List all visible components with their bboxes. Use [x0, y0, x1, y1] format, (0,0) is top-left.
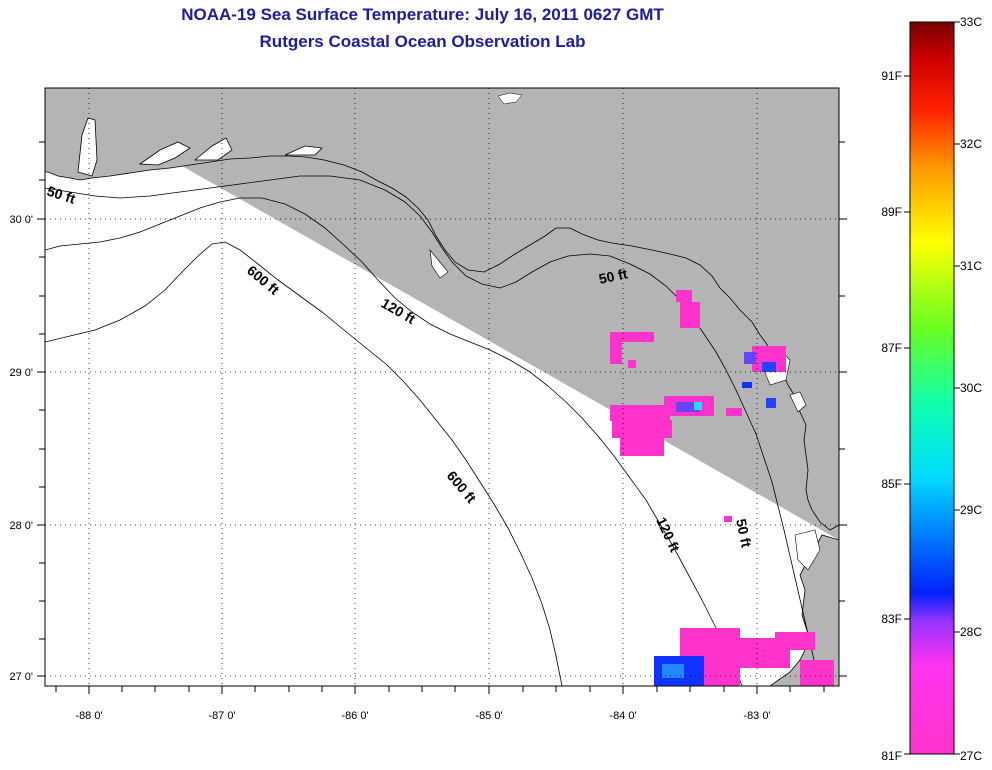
lat-axis-labels: 30 0' 29 0' 28 0' 27 0' [9, 214, 33, 683]
celsius-label: 30C [960, 381, 982, 395]
inland-lake [497, 92, 523, 105]
celsius-label: 27C [960, 749, 982, 763]
lon-axis-labels: -88 0' -87 0' -86 0' -85 0' -84 0' -83 0… [75, 710, 770, 722]
map-title: NOAA-19 Sea Surface Temperature: July 16… [181, 5, 664, 24]
celsius-label: 33C [960, 15, 982, 29]
contour-label-50ft: 50 ft [597, 265, 629, 287]
apalachicola-bay [429, 249, 449, 279]
sarasota-bay [789, 391, 807, 413]
colorbar-ticks [904, 21, 960, 755]
land-mass [45, 88, 839, 686]
tick-marks [37, 141, 847, 694]
mobile-bay [77, 117, 98, 177]
isobath-120ft [45, 197, 743, 686]
celsius-label: 31C [960, 259, 982, 273]
lon-label: -88 0' [75, 710, 102, 722]
lon-label: -87 0' [208, 710, 235, 722]
lat-label: 27 0' [9, 671, 33, 683]
lon-label: -83 0' [743, 710, 770, 722]
fahrenheit-label: 85F [881, 477, 902, 491]
fahrenheit-label: 91F [881, 69, 902, 83]
fahrenheit-label: 89F [881, 205, 902, 219]
lat-label: 28 0' [9, 520, 33, 532]
colorbar [909, 21, 955, 755]
sst-data-patches [610, 290, 834, 686]
isobath-50ft [45, 175, 821, 686]
lon-label: -86 0' [341, 710, 368, 722]
map-subtitle: Rutgers Coastal Ocean Observation Lab [259, 32, 586, 51]
lon-label: -85 0' [475, 710, 502, 722]
fahrenheit-label: 87F [881, 341, 902, 355]
celsius-label: 28C [960, 625, 982, 639]
contour-label-50ft: 50 ft [733, 517, 755, 549]
lat-label: 29 0' [9, 367, 33, 379]
lat-label: 30 0' [9, 214, 33, 226]
pensacola-bay [138, 141, 191, 166]
colorbar-celsius-labels: 33C 32C 31C 30C 29C 28C 27C [960, 15, 982, 763]
colorbar-fahrenheit-labels: 91F 89F 87F 85F 83F 81F [881, 69, 902, 763]
celsius-label: 32C [960, 137, 982, 151]
fahrenheit-label: 83F [881, 612, 902, 626]
fahrenheit-label: 81F [881, 749, 902, 763]
map-frame [44, 87, 840, 687]
st-andrew-bay [284, 145, 323, 156]
celsius-label: 29C [960, 503, 982, 517]
choctawhatchee-bay [193, 137, 233, 161]
lon-label: -84 0' [609, 710, 636, 722]
charlotte-harbor [794, 529, 821, 571]
